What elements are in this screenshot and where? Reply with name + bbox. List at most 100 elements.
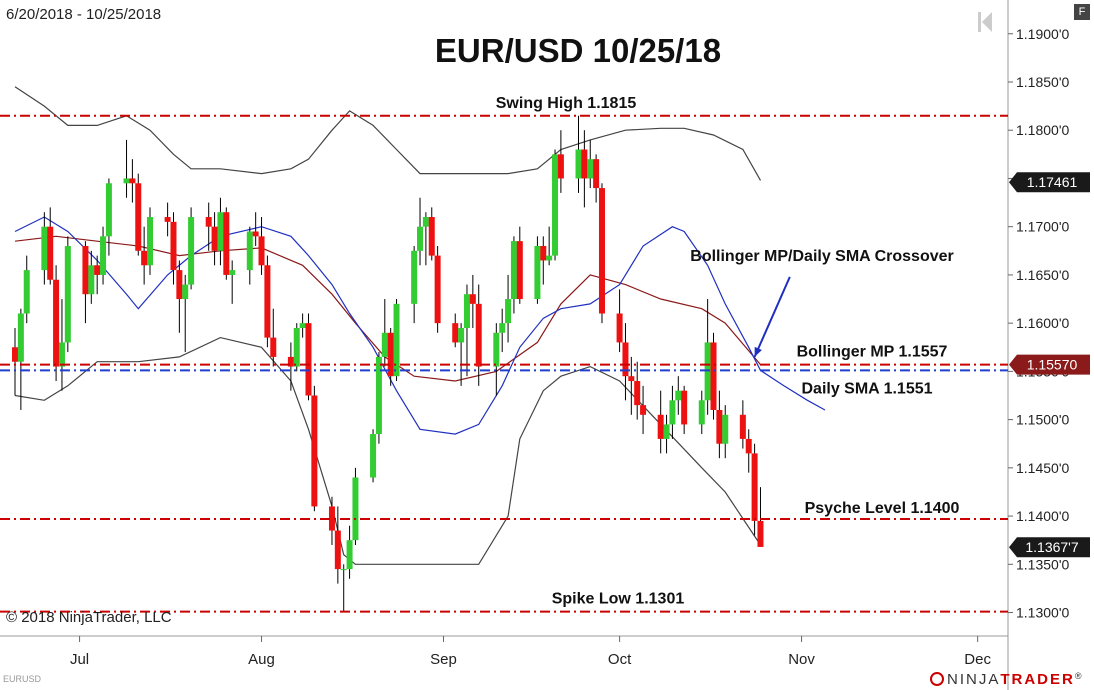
y-tick-label: 1.1850'0 [1016,74,1069,90]
candle-body [510,241,517,300]
brand-suffix: TRADER [1000,671,1075,688]
candle-body [505,299,512,324]
candle-body [270,337,277,357]
instrument-label: EURUSD [3,674,42,684]
candle-body [540,245,547,261]
candle-body [287,356,294,367]
candle-body [123,178,130,184]
x-tick-label: Oct [608,651,632,668]
candle-body [422,217,429,227]
candle-body [129,178,136,184]
candle-body [229,270,236,275]
candle-body [217,212,224,251]
price-badge-label: 1.17461 [1027,174,1078,190]
candle-body [757,520,764,547]
candle-body [546,255,553,261]
candle-body [669,400,676,425]
crossover-annotation: Bollinger MP/Daily SMA Crossover [690,248,953,265]
candle-body [681,390,688,425]
candle-body [135,183,142,251]
y-tick-label: 1.1600'0 [1016,315,1069,331]
daily-sma-line [14,216,826,435]
ninjatrader-logo: NINJATRADER® [930,671,1083,688]
candle-body [634,381,641,406]
upper-bollinger-band [14,86,762,181]
price-badge [1009,172,1090,193]
candle-body [258,236,265,266]
candle-body [587,159,594,179]
price-badge-label: 1.1367'7 [1025,539,1078,555]
candle-body [246,231,253,271]
candle-body [745,438,752,454]
candle-body [334,530,341,570]
level-label: Spike Low 1.1301 [552,591,685,608]
candle-body [663,424,670,439]
candle-body [17,313,24,362]
candle-body [475,303,482,367]
y-tick-label: 1.1500'0 [1016,412,1069,428]
candle-body [105,183,112,237]
candle-body [346,540,353,570]
candle-body [675,390,682,401]
skip-back-icon[interactable] [978,12,992,32]
candle-body [370,434,377,478]
annotation-arrow [753,276,791,358]
candle-body [493,332,500,367]
y-tick-label: 1.1350'0 [1016,556,1069,572]
lower-bollinger-band [14,336,761,565]
candle-body [598,188,605,314]
candle-body [581,149,588,179]
candle-body [188,217,195,285]
level-label: Bollinger MP 1.1557 [797,344,948,361]
candle-body [164,217,171,222]
candle-body [616,313,623,343]
brand-prefix: NINJA [947,671,1001,688]
candle-body [252,231,259,237]
ninjatrader-logo-icon [930,672,944,686]
candle-body [593,159,600,189]
candle-body [557,154,564,179]
candle-body [328,506,335,531]
candle-body [264,265,271,338]
candle-body [417,226,424,251]
copyright-label: © 2018 NinjaTrader, LLC [6,609,172,626]
candle-body [311,395,318,507]
y-tick-label: 1.1450'0 [1016,460,1069,476]
candle-body [622,342,629,377]
f-button[interactable]: F [1074,4,1090,20]
date-range-label: 6/20/2018 - 10/25/2018 [6,6,162,23]
y-tick-label: 1.1650'0 [1016,267,1069,283]
candle-body [751,453,758,521]
annotation-arrowhead [754,346,762,357]
candle-body [516,241,523,300]
candle-body [722,414,729,444]
candle-body [739,414,746,439]
candle-body [463,294,470,328]
candle-body [710,342,717,410]
candle-body [381,332,388,357]
candle-body [23,270,30,314]
candle-body [88,265,95,295]
candle-body [293,327,300,367]
candle-body [170,221,177,271]
x-tick-label: Nov [788,651,815,668]
level-label: Daily SMA 1.1551 [801,380,932,397]
price-badge-label: 1.15570 [1027,357,1078,373]
candle-body [47,226,54,280]
candle-body [305,323,312,396]
candle-body [64,245,71,343]
x-tick-label: Dec [964,651,991,668]
candle-body [657,414,664,439]
x-tick-label: Aug [248,651,275,668]
candle-body [434,255,441,324]
candle-body [575,149,582,179]
candle-body [299,323,306,328]
x-tick-label: Sep [430,651,457,668]
candle-body [411,250,418,304]
candle-body [211,226,218,251]
y-tick-label: 1.1800'0 [1016,122,1069,138]
candle-body [534,245,541,300]
candle-body [375,356,382,435]
price-badge [1009,537,1090,558]
